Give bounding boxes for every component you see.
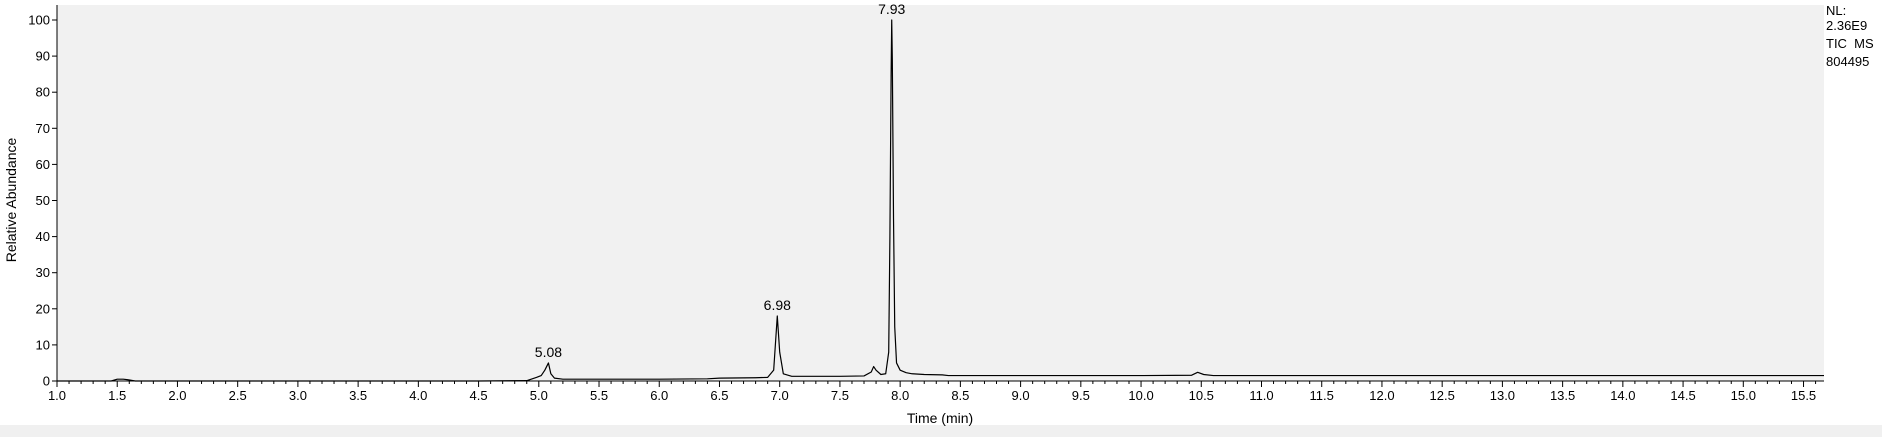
- x-tick-label: 2.5: [229, 388, 247, 403]
- y-tick-label: 80: [36, 85, 50, 100]
- x-tick-label: 3.0: [289, 388, 307, 403]
- y-axis-ticks: 0 10 20 30 40 50 60 70 80 90 100: [28, 13, 57, 389]
- series-layer: [57, 19, 1824, 382]
- y-tick-label: 0: [43, 374, 50, 389]
- x-tick-label: 2.0: [168, 388, 186, 403]
- y-tick-label: 20: [36, 301, 50, 316]
- x-tick-label: 4.0: [409, 388, 427, 403]
- x-tick-label: 8.0: [891, 388, 909, 403]
- peak-label: 5.08: [535, 344, 562, 360]
- annotation-line-1: NL:: [1826, 3, 1846, 18]
- x-tick-label: 13.5: [1550, 388, 1575, 403]
- x-axis-ticks: 1.0 1.5 2.0 2.5 3.0 3.5 4.0 4.5 5.0 5.5 6.0 6.5 7.0 7…: [48, 381, 1816, 403]
- side-annotation: NL: 2.36E9 TIC MS 804495: [1826, 3, 1874, 69]
- y-tick-label: 30: [36, 265, 50, 280]
- bottom-strip: [0, 425, 1882, 437]
- x-tick-label: 10.5: [1189, 388, 1214, 403]
- peak-label: 7.93: [878, 1, 905, 17]
- x-tick-label: 15.0: [1731, 388, 1756, 403]
- x-tick-label: 1.0: [48, 388, 66, 403]
- x-tick-label: 13.0: [1490, 388, 1515, 403]
- x-tick-label: 7.5: [831, 388, 849, 403]
- x-tick-label: 15.5: [1791, 388, 1816, 403]
- x-tick-label: 1.5: [108, 388, 126, 403]
- peak-labels: 5.08 6.98 7.93: [535, 1, 906, 360]
- annotation-line-4: 804495: [1826, 54, 1869, 69]
- y-tick-label: 10: [36, 337, 50, 352]
- x-tick-label: 9.0: [1012, 388, 1030, 403]
- annotation-line-2: 2.36E9: [1826, 18, 1867, 33]
- x-axis-title: Time (min): [907, 410, 973, 426]
- x-tick-label: 11.0: [1249, 388, 1273, 403]
- y-tick-label: 40: [36, 229, 50, 244]
- y-tick-label: 70: [36, 121, 50, 136]
- y-tick-label: 100: [28, 13, 50, 28]
- y-tick-label: 50: [36, 193, 50, 208]
- x-tick-label: 12.5: [1430, 388, 1455, 403]
- series-line-0: [57, 19, 1824, 382]
- x-tick-label: 8.5: [951, 388, 969, 403]
- y-tick-label: 90: [36, 49, 50, 64]
- x-tick-label: 9.5: [1072, 388, 1090, 403]
- x-tick-label: 3.5: [349, 388, 367, 403]
- x-tick-label: 6.5: [710, 388, 728, 403]
- y-axis-title: Relative Abundance: [3, 138, 19, 263]
- x-tick-label: 14.0: [1610, 388, 1635, 403]
- x-tick-label: 14.5: [1670, 388, 1695, 403]
- x-tick-label: 5.0: [530, 388, 548, 403]
- x-tick-label: 12.0: [1369, 388, 1394, 403]
- plot-area: [57, 5, 1824, 381]
- annotation-line-3: TIC MS: [1826, 36, 1874, 51]
- x-tick-label: 6.0: [650, 388, 668, 403]
- x-tick-label: 7.0: [771, 388, 789, 403]
- x-tick-label: 4.5: [470, 388, 488, 403]
- y-tick-label: 60: [36, 157, 50, 172]
- x-tick-label: 11.5: [1310, 388, 1334, 403]
- peak-label: 6.98: [764, 297, 791, 313]
- x-tick-label: 5.5: [590, 388, 608, 403]
- x-tick-label: 10.0: [1128, 388, 1153, 403]
